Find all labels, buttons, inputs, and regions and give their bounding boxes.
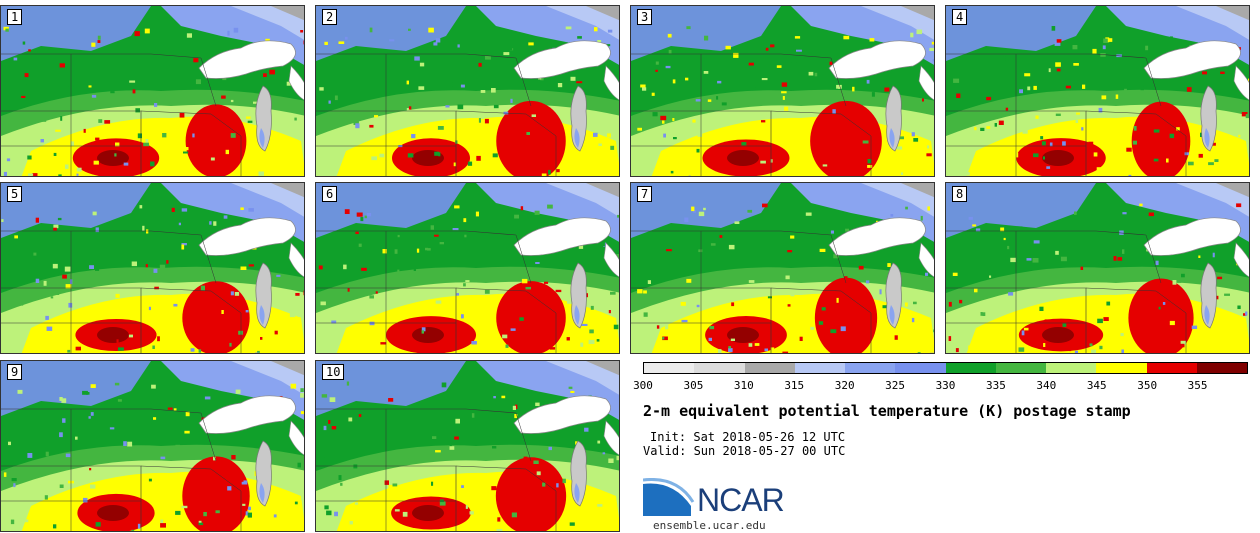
init-time: Init: Sat 2018-05-26 12 UTC (650, 430, 846, 444)
colorbar-segment (794, 363, 845, 373)
valid-time: Valid: Sun 2018-05-27 00 UTC (643, 444, 846, 458)
member-number-label: 10 (322, 364, 345, 380)
ensemble-member-panel: 4 (945, 5, 1250, 177)
colorbar-tick-label: 320 (834, 379, 855, 392)
member-number-label: 8 (952, 186, 968, 202)
ensemble-member-panel: 2 (315, 5, 620, 177)
ensemble-member-panel: 9 (0, 360, 305, 532)
colorbar-segment (1196, 363, 1247, 373)
colorbar-tick-label: 340 (1036, 379, 1057, 392)
colorbar-segment (1046, 363, 1097, 373)
member-number-label: 4 (952, 9, 968, 25)
colorbar (643, 362, 1248, 374)
colorbar-tick-label: 305 (683, 379, 704, 392)
ensemble-member-panel: 6 (315, 182, 620, 354)
member-number-label: 3 (637, 9, 653, 25)
member-number-label: 2 (322, 9, 338, 25)
colorbar-tick-label: 300 (633, 379, 653, 392)
ensemble-member-panel: 7 (630, 182, 935, 354)
colorbar-tick-label: 315 (784, 379, 805, 392)
colorbar-segment (945, 363, 996, 373)
site-url: ensemble.ucar.edu (653, 519, 766, 532)
ensemble-member-panel: 5 (0, 182, 305, 354)
colorbar-segment (1146, 363, 1197, 373)
colorbar-segment (694, 363, 745, 373)
colorbar-segment (744, 363, 795, 373)
colorbar-tick-label: 330 (935, 379, 956, 392)
colorbar-tick-label: 345 (1086, 379, 1107, 392)
figure-title: 2-m equivalent potential temperature (K)… (643, 402, 1131, 420)
colorbar-tick-label: 310 (733, 379, 754, 392)
ensemble-member-panel: 3 (630, 5, 935, 177)
member-number-label: 9 (7, 364, 23, 380)
colorbar-segment (995, 363, 1046, 373)
member-number-label: 5 (7, 186, 23, 202)
member-number-label: 6 (322, 186, 338, 202)
member-number-label: 7 (637, 186, 653, 202)
colorbar-tick-label: 335 (985, 379, 1006, 392)
colorbar-ticks: 300 305 310 315 320 325 330 335 340 345 350 355 (633, 379, 1248, 393)
colorbar-tick-label: 325 (885, 379, 906, 392)
member-number-label: 1 (7, 9, 23, 25)
ensemble-member-panel: 10 (315, 360, 620, 532)
colorbar-tick-label: 350 (1137, 379, 1158, 392)
colorbar-segment (845, 363, 896, 373)
colorbar-segment (644, 363, 695, 373)
ensemble-member-panel: 8 (945, 182, 1250, 354)
colorbar-tick-label: 355 (1187, 379, 1208, 392)
ncar-logo-text: NCAR (697, 482, 785, 518)
colorbar-segment (895, 363, 946, 373)
colorbar-segment (1096, 363, 1147, 373)
ncar-logo-icon (643, 478, 695, 516)
ensemble-member-panel: 1 (0, 5, 305, 177)
